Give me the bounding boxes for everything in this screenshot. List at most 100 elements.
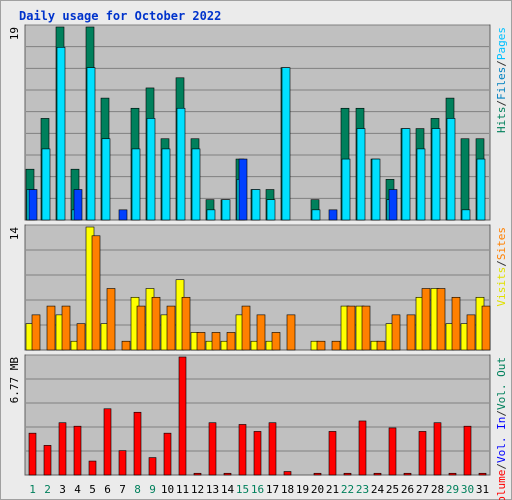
bar-volume xyxy=(88,460,97,476)
x-tick-label: 5 xyxy=(89,483,96,496)
bar-sites xyxy=(271,332,281,351)
bar-files xyxy=(118,209,128,221)
bar-volume xyxy=(253,431,262,476)
bar-hits xyxy=(460,138,470,221)
bar-pages xyxy=(86,67,96,221)
x-tick-label: 19 xyxy=(296,483,309,496)
bar-sites xyxy=(376,340,386,351)
x-tick-label: 31 xyxy=(476,483,489,496)
bar-pages xyxy=(431,128,441,221)
x-tick-label: 7 xyxy=(119,483,126,496)
x-tick-label: 9 xyxy=(149,483,156,496)
bar-pages xyxy=(341,158,351,221)
bar-sites xyxy=(286,314,296,351)
bar-pages xyxy=(101,138,111,221)
legend-entry-1: / xyxy=(495,100,508,107)
legend-entry-2: Sites xyxy=(495,227,508,260)
bar-pages xyxy=(131,148,141,221)
bar-pages xyxy=(461,209,471,221)
bar-volume xyxy=(118,450,127,476)
bar-volume xyxy=(313,472,322,476)
bar-pages xyxy=(401,128,411,221)
legend-entry-3: / xyxy=(495,410,508,417)
bar-sites xyxy=(106,288,116,351)
bar-volume xyxy=(283,471,292,476)
bar-volume xyxy=(388,427,397,476)
bar-pages xyxy=(416,148,426,221)
bar-sites xyxy=(46,305,56,351)
bar-files xyxy=(28,189,38,221)
bar-sites xyxy=(421,288,431,351)
bar-sites xyxy=(31,314,41,351)
x-tick-label: 18 xyxy=(281,483,294,496)
bar-sites xyxy=(466,314,476,351)
bar-sites xyxy=(91,235,101,351)
bar-pages xyxy=(176,107,186,221)
x-tick-label: 3 xyxy=(59,483,66,496)
x-tick-label: 14 xyxy=(221,483,235,496)
x-tick-label: 15 xyxy=(236,483,249,496)
bar-sites xyxy=(451,296,461,351)
bar-volume xyxy=(133,411,142,476)
legend-entry-2: Files xyxy=(495,67,508,100)
bar-volume xyxy=(238,424,247,476)
bar-sites xyxy=(196,332,206,351)
bar-volume xyxy=(268,422,277,476)
bar-volume xyxy=(343,472,352,476)
bar-sites xyxy=(151,296,161,351)
x-tick-label: 10 xyxy=(161,483,174,496)
legend-entry-1: / xyxy=(495,463,508,470)
x-tick-label: 23 xyxy=(356,483,369,496)
bar-sites xyxy=(241,305,251,351)
bar-pages xyxy=(206,209,216,221)
bar-pages xyxy=(476,158,486,221)
bar-volume xyxy=(358,420,367,476)
bar-sites xyxy=(436,288,446,351)
bar-pages xyxy=(281,67,291,221)
x-tick-label: 21 xyxy=(326,483,339,496)
x-tick-label: 20 xyxy=(311,483,324,496)
bar-sites xyxy=(331,340,341,351)
bar-pages xyxy=(191,148,201,221)
bar-sites xyxy=(361,305,371,351)
legend-entry-0: Hits xyxy=(495,107,508,134)
bar-sites xyxy=(166,305,176,351)
bar-sites xyxy=(181,296,191,351)
x-tick-label: 26 xyxy=(401,483,414,496)
bar-sites xyxy=(256,314,266,351)
bar-pages xyxy=(446,118,456,221)
legend-entry-0: Visits xyxy=(495,267,508,307)
bar-volume xyxy=(463,425,472,476)
bar-files xyxy=(73,189,83,221)
bar-pages xyxy=(371,158,381,221)
legend-entry-3: / xyxy=(495,60,508,67)
bar-volume xyxy=(73,425,82,476)
x-tick-label: 1 xyxy=(29,483,36,496)
bar-sites xyxy=(316,340,326,351)
bar-sites xyxy=(211,332,221,351)
bar-volume xyxy=(103,408,112,476)
y-max-label: 14 xyxy=(8,227,21,241)
x-tick-label: 22 xyxy=(341,483,354,496)
x-tick-label: 6 xyxy=(104,483,111,496)
x-tick-label: 13 xyxy=(206,483,219,496)
legend-entry-2: Vol. In xyxy=(495,417,508,463)
chart-title: Daily usage for October 2022 xyxy=(19,9,222,23)
bar-volume xyxy=(433,422,442,476)
bar-pages xyxy=(161,148,171,221)
y-max-label: 19 xyxy=(8,27,21,40)
bar-volume xyxy=(43,445,52,476)
legend-entry-4: Pages xyxy=(495,27,508,60)
bar-pages xyxy=(311,209,321,221)
bar-pages xyxy=(56,47,66,221)
legend: Hits/Files/Pages xyxy=(495,27,508,133)
x-tick-label: 12 xyxy=(191,483,204,496)
bar-volume xyxy=(193,472,202,476)
bar-files xyxy=(388,189,398,221)
x-tick-label: 28 xyxy=(431,483,444,496)
x-tick-label: 17 xyxy=(266,483,279,496)
legend-entry-0: Volume xyxy=(495,470,508,500)
bar-sites xyxy=(61,305,71,351)
x-tick-label: 29 xyxy=(446,483,459,496)
